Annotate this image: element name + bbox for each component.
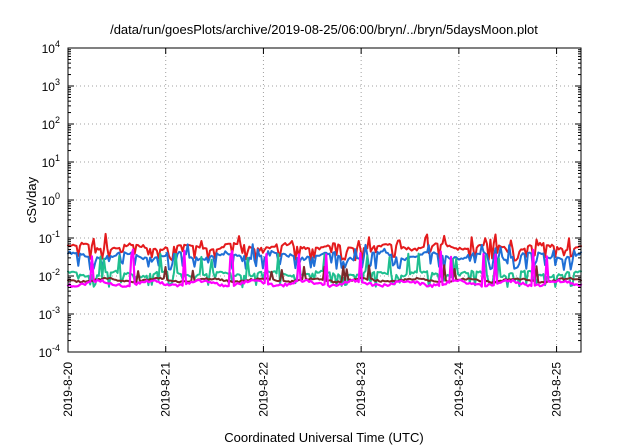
chart-title: /data/run/goesPlots/archive/2019-08-25/0…	[110, 22, 538, 37]
y-tick-label: 104	[42, 39, 60, 56]
x-axis: 2019-8-20 2019-8-21 2019-8-22 2019-8-23 2019…	[61, 48, 564, 417]
y-axis: 10-4 10-3 10-2 10-1 100 101 102 103 104	[39, 39, 581, 360]
y-tick-label: 10-4	[39, 343, 60, 360]
x-tick-label: 2019-8-22	[256, 362, 270, 417]
y-tick-label: 10-1	[39, 229, 60, 246]
x-tick-label: 2019-8-21	[159, 362, 173, 417]
series-line-2	[67, 243, 582, 272]
data-series	[66, 232, 583, 289]
grid-lines	[68, 48, 581, 352]
x-tick-label: 2019-8-23	[354, 362, 368, 417]
y-tick-label: 102	[42, 115, 60, 132]
y-tick-label: 10-2	[39, 267, 60, 284]
x-tick-label: 2019-8-25	[550, 362, 564, 417]
x-tick-label: 2019-8-20	[61, 362, 75, 417]
series-line-1	[67, 232, 582, 262]
x-axis-label: Coordinated Universal Time (UTC)	[224, 430, 423, 445]
x-tick-label: 2019-8-24	[452, 362, 466, 417]
y-tick-label: 103	[42, 77, 60, 94]
y-tick-label: 100	[42, 191, 60, 208]
y-axis-label: cSv/day	[24, 176, 39, 223]
y-tick-label: 10-3	[39, 305, 60, 322]
series-line-5	[66, 248, 583, 288]
y-tick-label: 101	[42, 153, 60, 170]
